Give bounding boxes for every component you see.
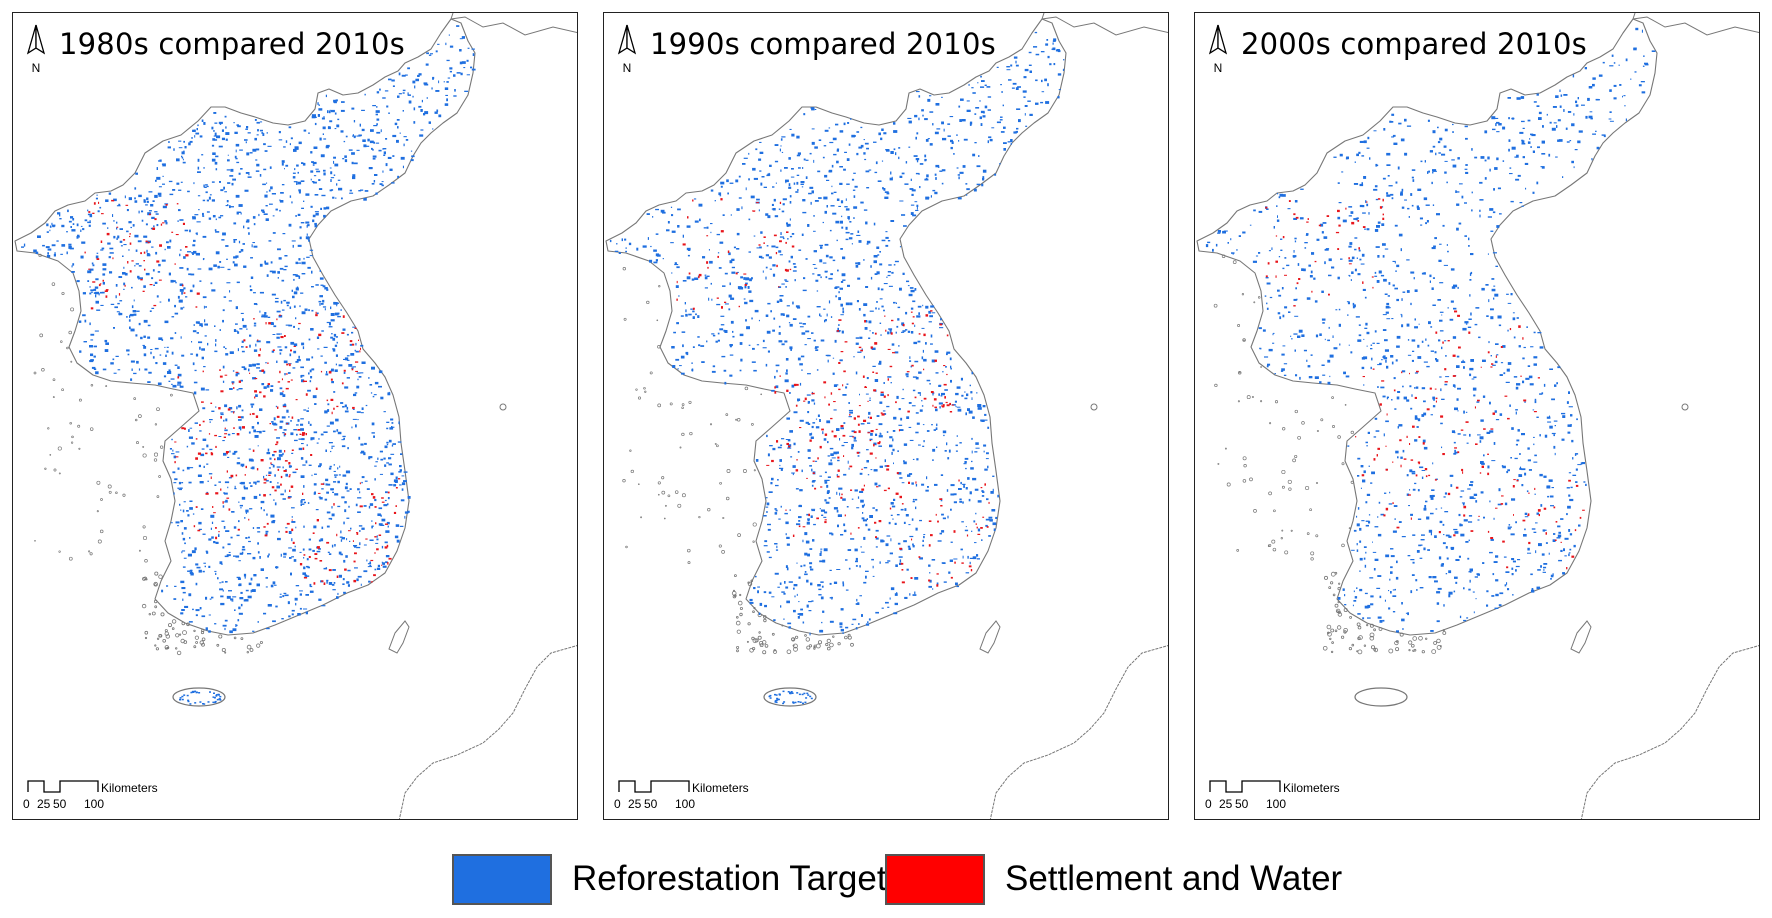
coastline xyxy=(1196,18,1658,636)
korea-map xyxy=(14,13,577,819)
panel-title: 1990s compared 2010s xyxy=(650,27,996,61)
scale-tick-100: 100 xyxy=(1266,797,1287,811)
scale-bar: Kilometers 0 25 50 100 xyxy=(23,779,173,815)
scale-unit: Kilometers xyxy=(692,781,749,795)
jeju-island xyxy=(1354,687,1408,707)
map-panel-1990s: N 1990s compared 2010s Kilometers 0 25 5… xyxy=(603,12,1169,820)
legend-swatch-red xyxy=(885,853,985,905)
scale-tick-25: 25 xyxy=(37,797,51,811)
legend-item-settlement: Settlement and Water xyxy=(885,852,1342,906)
tsushima-island xyxy=(1570,620,1592,654)
scale-tick-0: 0 xyxy=(1205,797,1212,811)
map-panel-1980s: N 1980s compared 2010s Kilometers 0 25 5… xyxy=(12,12,578,820)
legend-label: Reforestation Target xyxy=(572,859,887,898)
north-arrow-icon: N xyxy=(1208,24,1228,75)
japan-coast xyxy=(989,645,1168,819)
north-arrow-icon: N xyxy=(617,24,637,75)
scale-bar: Kilometers 0 25 50 100 xyxy=(1205,779,1355,815)
neighbor-border xyxy=(450,16,577,36)
legend-label: Settlement and Water xyxy=(1005,859,1343,898)
tsushima-island xyxy=(388,620,410,654)
north-label: N xyxy=(1214,61,1223,75)
coastline xyxy=(605,18,1067,636)
scale-bar: Kilometers 0 25 50 100 xyxy=(614,779,764,815)
scale-tick-100: 100 xyxy=(675,797,696,811)
scale-unit: Kilometers xyxy=(101,781,158,795)
reforestation-pixels xyxy=(1205,27,1656,633)
jeju-island xyxy=(763,687,817,707)
legend-swatch-blue xyxy=(452,853,552,905)
neighbor-border xyxy=(1632,16,1759,36)
legend-item-reforestation: Reforestation Target xyxy=(452,852,887,906)
settlement-water-pixels xyxy=(1265,198,1585,570)
panel-title: 2000s compared 2010s xyxy=(1241,27,1587,61)
panel-title: 1980s compared 2010s xyxy=(59,27,405,61)
settlement-water-pixels xyxy=(84,199,401,585)
scale-tick-50: 50 xyxy=(1235,797,1249,811)
tsushima-island xyxy=(979,620,1001,654)
north-label: N xyxy=(32,61,41,75)
scale-tick-100: 100 xyxy=(84,797,105,811)
jeju-island xyxy=(172,687,226,707)
north-arrow-icon: N xyxy=(26,24,46,75)
reforestation-pixels xyxy=(21,25,476,634)
korea-map xyxy=(1196,13,1759,819)
scale-tick-50: 50 xyxy=(53,797,67,811)
north-label: N xyxy=(623,61,632,75)
scale-tick-0: 0 xyxy=(614,797,621,811)
korea-map xyxy=(605,13,1168,819)
japan-coast xyxy=(398,645,577,819)
settlement-water-pixels xyxy=(676,198,990,587)
neighbor-border xyxy=(1041,16,1168,36)
scale-tick-0: 0 xyxy=(23,797,30,811)
scale-tick-50: 50 xyxy=(644,797,658,811)
scale-tick-25: 25 xyxy=(1219,797,1233,811)
map-panel-2000s: N 2000s compared 2010s Kilometers 0 25 5… xyxy=(1194,12,1760,820)
scale-tick-25: 25 xyxy=(628,797,642,811)
japan-coast xyxy=(1580,645,1759,819)
scale-unit: Kilometers xyxy=(1283,781,1340,795)
reforestation-pixels xyxy=(609,31,1065,636)
